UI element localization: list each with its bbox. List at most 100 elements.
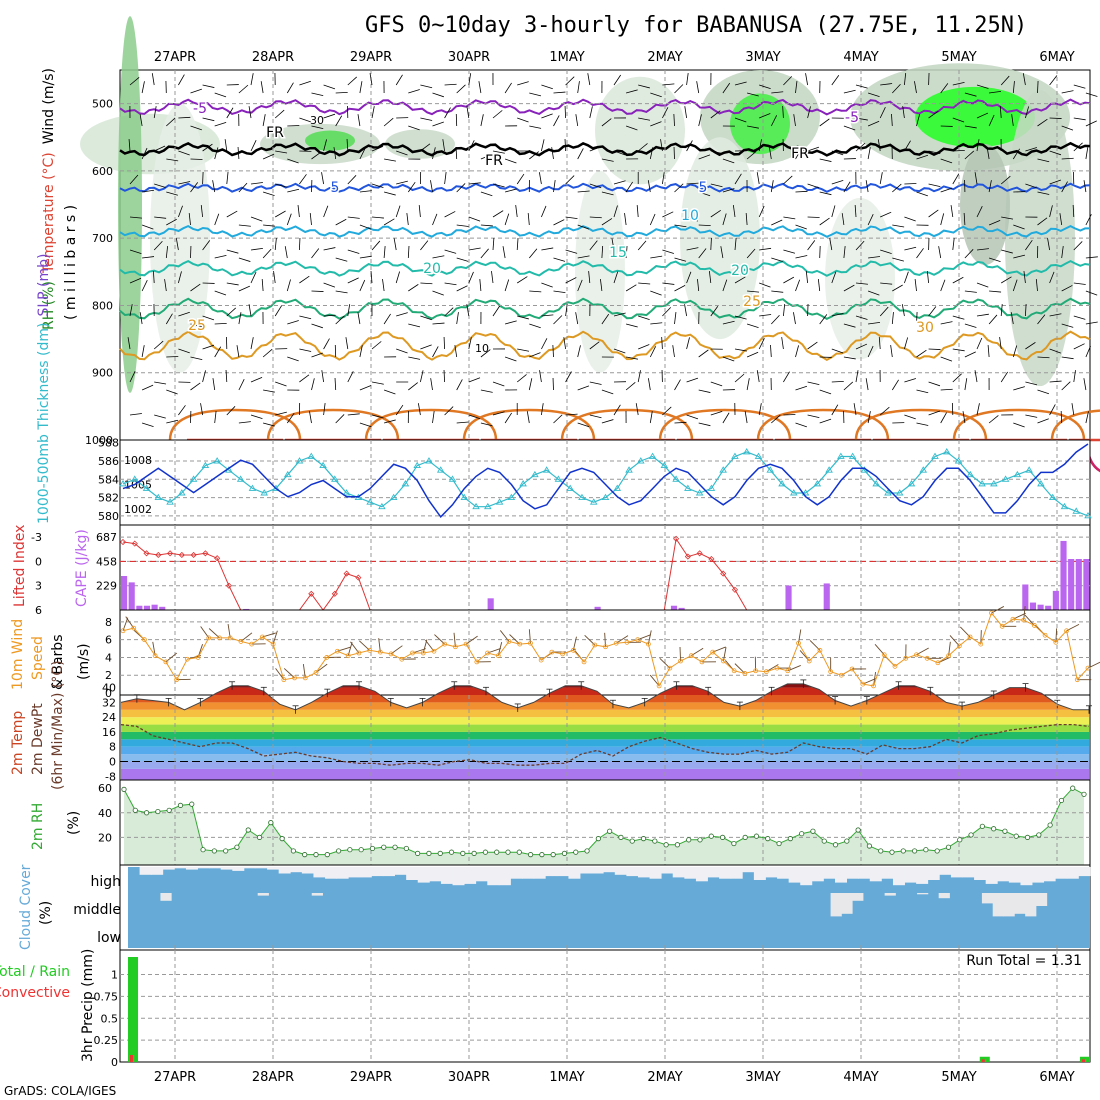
wind-barb: [553, 290, 566, 293]
thickness-point: [884, 489, 892, 496]
wind-barb: [1061, 285, 1073, 292]
cloud-middle-gap: [884, 893, 896, 896]
wind-speed-point: [989, 610, 994, 616]
wind-barb: [214, 92, 227, 98]
wind-barb: [686, 73, 689, 86]
rh-point: [132, 807, 138, 813]
thickness-point: [166, 498, 174, 505]
thickness-tick-label: 580: [98, 510, 119, 523]
rh-shading: [915, 86, 1035, 148]
wind-barb: [952, 348, 965, 352]
wind-barb: [396, 150, 408, 156]
wind-barb: [988, 314, 998, 325]
wind-barb: [770, 345, 772, 358]
isotherm-line: [119, 224, 1090, 238]
wind-barb: [468, 182, 481, 185]
cloud-ylabel: Cloud Cover: [18, 864, 34, 950]
thickness-point: [1025, 466, 1033, 473]
cloud-high-gap: [406, 867, 419, 880]
rh-point: [832, 842, 839, 848]
cloud-high-gap: [927, 867, 940, 880]
wind-barb: [1073, 282, 1086, 285]
pressure-tick-label: 500: [92, 98, 113, 111]
wind-barb: [250, 414, 263, 420]
rh-point: [539, 852, 545, 858]
wind-barb: [430, 378, 433, 391]
wind-barb: [880, 249, 892, 254]
cloud-middle-gap: [841, 893, 853, 914]
wind-barb: [613, 150, 626, 156]
wind-barb: [335, 315, 345, 325]
wind-barb: [601, 419, 614, 424]
rh-point: [505, 849, 511, 855]
wind-barb: [274, 109, 285, 119]
wind-barb: [226, 406, 236, 416]
wind-barb: [383, 117, 394, 127]
wind-barb: [916, 114, 920, 127]
wind-barb: [928, 381, 941, 387]
wind-barb: [395, 74, 403, 86]
thickness-point: [283, 470, 292, 478]
wind-barb: [793, 312, 796, 325]
thickness-point: [519, 479, 527, 487]
wind-barb: [492, 238, 495, 251]
wind-barb: [468, 140, 475, 152]
wind-barb: [250, 216, 263, 222]
wind-barb: [480, 349, 491, 358]
wind-barb: [940, 388, 953, 391]
wind-barb: [661, 336, 663, 350]
wind-barb: [986, 147, 990, 160]
wind-barb: [1073, 142, 1083, 152]
wind-barb: [323, 113, 336, 119]
rh-shading: [960, 144, 1010, 266]
top-date-label: 29APR: [350, 50, 392, 65]
wind-barb: [783, 304, 786, 317]
wind-barb: [867, 345, 874, 358]
lifted-index-point: [720, 570, 727, 577]
wind-barb: [843, 125, 856, 131]
wind-barb: [783, 371, 790, 383]
isotherm-arch: [168, 408, 302, 441]
wind-barb: [346, 138, 349, 152]
wind-speed-point: [206, 635, 212, 641]
wind-speed-point: [924, 655, 930, 661]
wind-barb: [964, 351, 976, 358]
wind-barb: [710, 306, 719, 317]
cloud-high-gap: [151, 867, 164, 875]
wind-barb: [999, 106, 1002, 119]
wind-barb: [153, 106, 157, 119]
wind-barb: [468, 247, 481, 251]
rh-point: [911, 848, 918, 854]
wind-barb: [1000, 371, 1009, 383]
wind-barb: [867, 213, 874, 226]
wind-speed-point: [528, 640, 533, 646]
isotherm-arch: [560, 408, 694, 441]
wind-speed-point: [581, 659, 587, 665]
wind-barb: [577, 422, 590, 428]
wind-barb: [964, 323, 977, 328]
wind-barb: [299, 237, 301, 251]
wind-barb: [976, 313, 989, 317]
cloud-high-gap: [811, 867, 824, 882]
thickness-point: [1072, 507, 1081, 514]
thickness-point: [542, 466, 551, 473]
wind-barb: [129, 413, 142, 416]
wind-barb: [662, 172, 665, 185]
wind-barb: [891, 312, 894, 325]
cloud-high-gap: [139, 867, 152, 875]
wind-barb: [335, 180, 338, 193]
wind-barb: [1037, 356, 1050, 359]
thickness-point: [648, 452, 657, 459]
wind-speed-point: [967, 634, 973, 640]
wind-barb: [1047, 238, 1050, 251]
wind-barb: [359, 422, 372, 428]
isotherm-label: 25: [188, 318, 206, 334]
wind-barb: [577, 345, 581, 358]
wind-barb: [964, 249, 974, 259]
wind-barb: [1073, 241, 1083, 251]
temperature-band: [121, 709, 1089, 718]
thickness-point: [931, 452, 939, 459]
wind-barb: [647, 180, 651, 193]
cape-bar: [136, 605, 143, 610]
precip-label-conv: Convective: [0, 985, 70, 1001]
